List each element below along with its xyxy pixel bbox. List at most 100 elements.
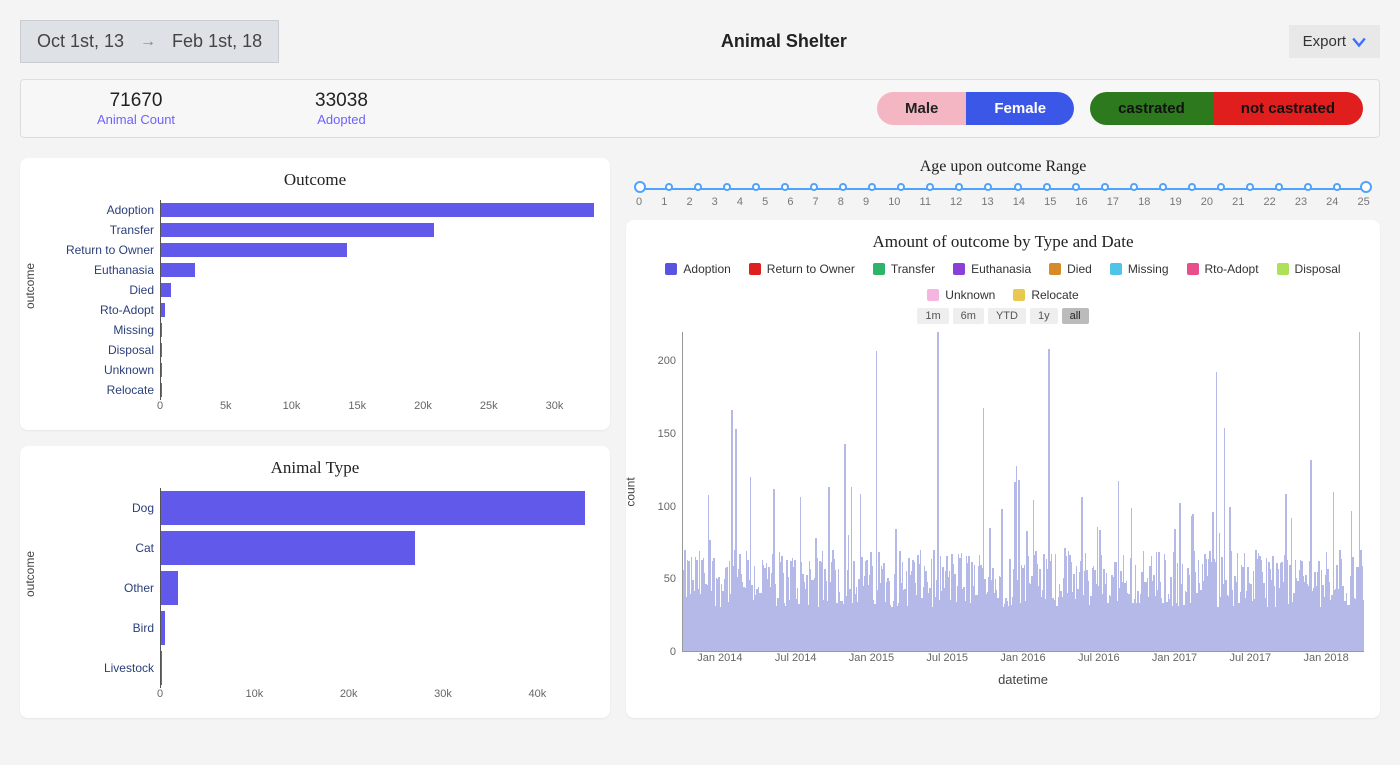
x-tick: 0	[157, 400, 163, 412]
legend-item[interactable]: Relocate	[1013, 288, 1078, 302]
legend-swatch	[953, 263, 965, 275]
bar[interactable]	[161, 263, 195, 277]
legend-item[interactable]: Disposal	[1277, 262, 1341, 276]
bar-label: Relocate	[52, 383, 160, 397]
stat-value: 33038	[315, 90, 368, 112]
bar-label: Bird	[52, 621, 160, 635]
bar[interactable]	[161, 323, 162, 337]
legend-label: Died	[1067, 262, 1092, 276]
range-button-1y[interactable]: 1y	[1030, 308, 1058, 324]
range-button-1m[interactable]: 1m	[917, 308, 948, 324]
timeseries-chart[interactable]	[682, 332, 1364, 652]
timeseries-card: Amount of outcome by Type and Date Adopt…	[626, 220, 1380, 718]
slider-tick	[1275, 183, 1283, 191]
slider-handle-min[interactable]	[634, 181, 646, 193]
bar-row: Adoption	[52, 200, 594, 220]
bar-label: Rto-Adopt	[52, 303, 160, 317]
bar[interactable]	[161, 303, 165, 317]
filter-pill-castrated[interactable]: castrated	[1090, 92, 1213, 125]
bar[interactable]	[161, 223, 434, 237]
bar-label: Adoption	[52, 203, 160, 217]
slider-handle-max[interactable]	[1360, 181, 1372, 193]
stat-adopted: 33038 Adopted	[315, 90, 368, 127]
bar[interactable]	[161, 571, 178, 605]
bar-label: Unknown	[52, 363, 160, 377]
y-tick: 150	[658, 428, 676, 440]
legend-item[interactable]: Transfer	[873, 262, 935, 276]
legend-swatch	[927, 289, 939, 301]
legend-item[interactable]: Unknown	[927, 288, 995, 302]
slider-tick	[1188, 183, 1196, 191]
bar-row: Livestock	[52, 648, 594, 688]
slider-tick-label: 1	[661, 196, 667, 208]
bar[interactable]	[161, 203, 594, 217]
age-slider-section: Age upon outcome Range 01234567891011121…	[626, 158, 1380, 208]
legend-label: Unknown	[945, 288, 995, 302]
stat-label: Animal Count	[97, 112, 175, 127]
slider-tick-label: 21	[1232, 196, 1244, 208]
legend-item[interactable]: Rto-Adopt	[1187, 262, 1259, 276]
legend-swatch	[873, 263, 885, 275]
legend-item[interactable]: Return to Owner	[749, 262, 855, 276]
bar[interactable]	[161, 343, 162, 357]
range-button-all[interactable]: all	[1062, 308, 1089, 324]
legend-swatch	[665, 263, 677, 275]
bar-label: Died	[52, 283, 160, 297]
slider-tick	[1159, 183, 1167, 191]
sex-filter: MaleFemale	[877, 92, 1074, 125]
legend-swatch	[1110, 263, 1122, 275]
bar[interactable]	[161, 243, 347, 257]
range-button-YTD[interactable]: YTD	[988, 308, 1026, 324]
x-tick: Jul 2015	[926, 652, 968, 664]
x-tick: Jul 2017	[1230, 652, 1272, 664]
legend-item[interactable]: Missing	[1110, 262, 1169, 276]
bar[interactable]	[161, 283, 171, 297]
x-tick: 5k	[220, 400, 232, 412]
export-button[interactable]: Export	[1289, 25, 1380, 58]
slider-tick-label: 0	[636, 196, 642, 208]
bar-label: Return to Owner	[52, 243, 160, 257]
x-tick: 20k	[414, 400, 432, 412]
stat-animal-count: 71670 Animal Count	[97, 90, 175, 127]
slider-tick-label: 15	[1044, 196, 1056, 208]
x-tick: 0	[157, 688, 163, 700]
bar-label: Dog	[52, 501, 160, 515]
slider-tick-label: 19	[1169, 196, 1181, 208]
bar[interactable]	[161, 531, 415, 565]
bar-row: Relocate	[52, 380, 594, 400]
slider-tick-label: 22	[1263, 196, 1275, 208]
legend-item[interactable]: Died	[1049, 262, 1092, 276]
age-slider[interactable]	[640, 186, 1366, 192]
x-tick: 20k	[340, 688, 358, 700]
slider-tick	[1101, 183, 1109, 191]
filter-pill-female[interactable]: Female	[966, 92, 1074, 125]
date-range-picker[interactable]: Oct 1st, 13 → Feb 1st, 18	[20, 20, 279, 63]
y-tick: 50	[664, 573, 676, 585]
x-tick: Jul 2016	[1078, 652, 1120, 664]
legend-swatch	[1277, 263, 1289, 275]
bar-row: Died	[52, 280, 594, 300]
castration-filter: castratednot castrated	[1090, 92, 1363, 125]
bar[interactable]	[161, 611, 165, 645]
legend-label: Disposal	[1295, 262, 1341, 276]
outcome-chart[interactable]: outcomeAdoptionTransferReturn to OwnerEu…	[36, 200, 594, 418]
bar[interactable]	[161, 651, 162, 685]
x-tick: Jan 2016	[1000, 652, 1045, 664]
bar-row: Unknown	[52, 360, 594, 380]
x-axis-title: datetime	[682, 672, 1364, 687]
filter-pill-not-castrated[interactable]: not castrated	[1213, 92, 1363, 125]
y-tick: 0	[670, 646, 676, 658]
filter-pill-male[interactable]: Male	[877, 92, 966, 125]
legend-label: Adoption	[683, 262, 730, 276]
stat-value: 71670	[97, 90, 175, 112]
bar[interactable]	[161, 491, 585, 525]
range-buttons: 1m 6mYTD1yall	[642, 308, 1364, 324]
legend-label: Missing	[1128, 262, 1169, 276]
slider-tick-label: 23	[1295, 196, 1307, 208]
range-button-6m[interactable]: 6m	[953, 308, 984, 324]
export-label: Export	[1303, 33, 1346, 50]
legend-item[interactable]: Adoption	[665, 262, 730, 276]
legend-item[interactable]: Euthanasia	[953, 262, 1031, 276]
animal-type-chart[interactable]: outcomeDogCatOtherBirdLivestock010k20k30…	[36, 488, 594, 706]
bar-row: Cat	[52, 528, 594, 568]
